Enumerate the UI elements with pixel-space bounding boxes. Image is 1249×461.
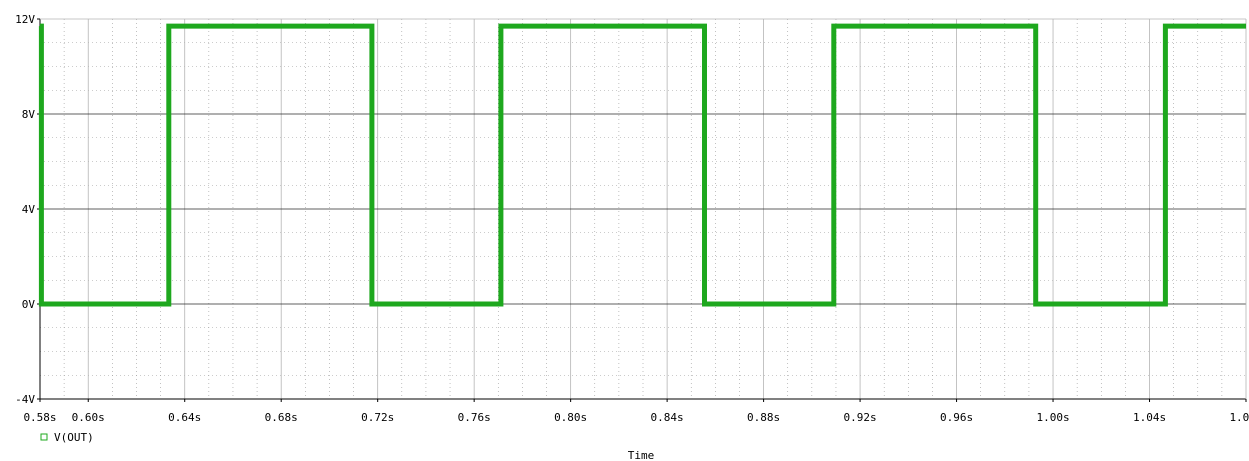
y-tick-label: 8V	[22, 108, 36, 121]
minor-grid	[40, 19, 1246, 399]
x-tick-label: 0.80s	[554, 411, 587, 424]
x-tick-label: 0.84s	[651, 411, 684, 424]
x-tick-label: 0.58s	[23, 411, 56, 424]
legend-label: V(OUT)	[54, 431, 94, 444]
y-tick-label: -4V	[15, 393, 35, 406]
x-tick-label: 0.68s	[265, 411, 298, 424]
x-axis-title: Time	[628, 449, 655, 461]
series-line-v-out	[38, 23, 1246, 307]
series-layer	[38, 23, 1246, 307]
x-tick-label: 1.04s	[1133, 411, 1166, 424]
legend: V(OUT)	[40, 431, 94, 444]
x-axis: 0.58s 0.60s 0.64s 0.68s 0.72s 0.76s 0.80s 0.84s…	[23, 399, 1249, 424]
legend-marker-icon	[40, 433, 48, 441]
x-tick-label: 0.64s	[168, 411, 201, 424]
y-axis: 12V 8V 4V 0V -4V	[15, 13, 40, 406]
y-tick-label: 0V	[22, 298, 36, 311]
y-tick-label: 4V	[22, 203, 36, 216]
x-tick-label: 1.00s	[1036, 411, 1069, 424]
x-tick-label: 0.96s	[940, 411, 973, 424]
x-tick-label: 1.08s	[1229, 411, 1249, 424]
x-tick-label: 0.60s	[72, 411, 105, 424]
y-tick-label: 12V	[15, 13, 35, 26]
major-grid	[40, 19, 1246, 399]
x-tick-label: 0.92s	[844, 411, 877, 424]
x-tick-label: 0.88s	[747, 411, 780, 424]
x-tick-label: 0.76s	[458, 411, 491, 424]
x-tick-label: 0.72s	[361, 411, 394, 424]
